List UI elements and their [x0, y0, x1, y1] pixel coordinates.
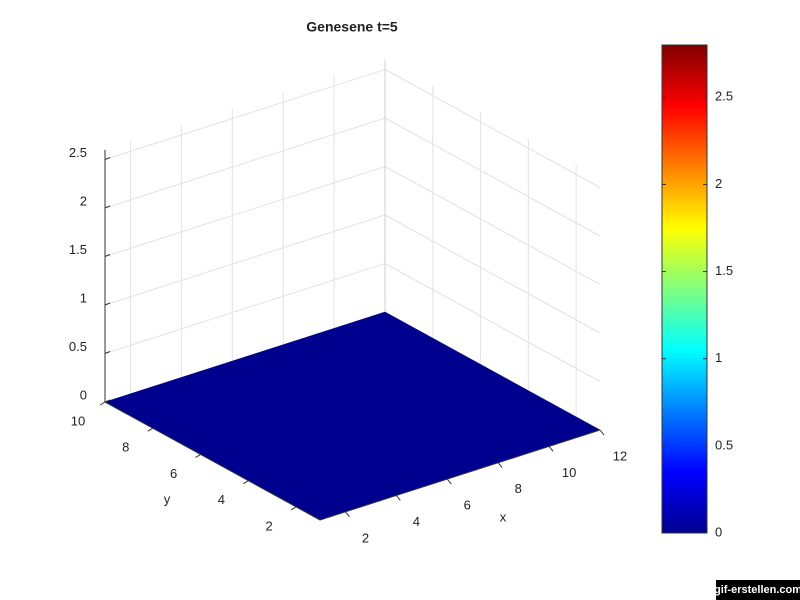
x-tick [345, 511, 350, 518]
z-tick-label: 1.5 [69, 242, 87, 257]
colorbar-tick-label: 0 [715, 524, 722, 539]
grid-line [104, 69, 386, 160]
grid-line [104, 166, 386, 257]
y-axis-label: y [164, 491, 171, 506]
z-tick-label: 2 [80, 193, 87, 208]
y-tick [195, 454, 201, 458]
x-tick-label: 8 [515, 481, 522, 496]
z-tick-label: 0.5 [69, 339, 87, 354]
grid-line [384, 117, 601, 237]
grid-line [384, 166, 601, 285]
colorbar-tick-label: 1 [715, 350, 722, 365]
z-tick [104, 157, 111, 160]
x-tick-label: 4 [413, 514, 420, 529]
y-axis [104, 401, 321, 521]
watermark-bg [716, 580, 800, 600]
grid-line [104, 263, 386, 354]
colorbar-tick-label: 2 [715, 176, 722, 191]
watermark: gif-erstellen.com [714, 584, 800, 596]
x-axis-label: x [500, 509, 507, 524]
colorbar-tick-label: 2.5 [715, 89, 733, 104]
x-tick [446, 478, 452, 485]
colorbar-tick-label: 1.5 [715, 263, 733, 278]
z-tick [104, 351, 111, 354]
z-tick [104, 205, 111, 209]
z-tick [104, 302, 111, 306]
grid-line [384, 263, 601, 382]
y-tick [290, 506, 297, 511]
z-tick-label: 1 [80, 290, 87, 305]
grid-line [104, 214, 386, 306]
y-tick-label: 8 [122, 440, 129, 455]
y-tick-label: 6 [170, 466, 177, 481]
grid-line [104, 117, 386, 209]
y-tick-label: 4 [218, 492, 225, 507]
x-tick-label: 6 [464, 498, 471, 513]
y-tick [99, 401, 106, 406]
colorbar [661, 44, 708, 534]
y-tick-label: 2 [265, 518, 272, 533]
grid-line [384, 69, 601, 188]
x-tick [548, 446, 554, 452]
colorbar-tick-label: 0.5 [715, 437, 733, 452]
x-tick-label: 10 [562, 465, 576, 480]
y-tick [147, 427, 154, 432]
x-axis [319, 429, 601, 521]
x-tick [599, 429, 605, 436]
x-tick [395, 495, 401, 501]
chart-title: Genesene t=5 [306, 19, 398, 35]
z-tick-label: 2.5 [69, 145, 87, 160]
y-tick-label: 10 [71, 413, 85, 428]
grid-line [384, 214, 601, 334]
z-tick [104, 399, 111, 403]
z-tick [104, 254, 111, 257]
x-tick [497, 462, 503, 469]
x-tick-label: 2 [362, 530, 369, 545]
y-tick [243, 480, 249, 485]
x-tick-label: 12 [613, 448, 627, 463]
z-tick-label: 0 [80, 387, 87, 402]
